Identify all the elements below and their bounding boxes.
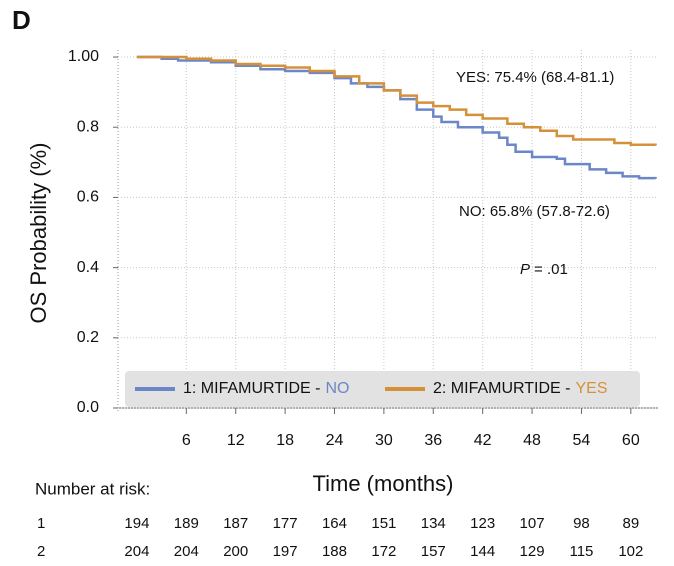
legend-group: 1: MIFAMURTIDE - — [183, 380, 321, 397]
risk-row-label: 1 — [37, 515, 45, 532]
risk-value: 172 — [371, 543, 396, 560]
legend-box — [125, 371, 640, 407]
panel-label: D — [12, 5, 31, 35]
x-tick-label: 18 — [276, 432, 294, 449]
y-tick-label: 0.4 — [77, 259, 99, 276]
risk-value: 89 — [622, 515, 639, 532]
x-tick-label: 60 — [622, 432, 640, 449]
y-tick-label: 0.6 — [77, 189, 99, 206]
risk-title: Number at risk: — [35, 479, 150, 498]
risk-value: 151 — [371, 515, 396, 532]
risk-value: 129 — [520, 543, 545, 560]
y-tick-label: 1.00 — [68, 48, 99, 65]
x-axis-label: Time (months) — [313, 471, 454, 496]
grid — [113, 50, 658, 414]
risk-value: 197 — [273, 543, 298, 560]
km-curve — [136, 55, 657, 147]
risk-value: 177 — [273, 515, 298, 532]
risk-value: 204 — [174, 543, 199, 560]
risk-value: 200 — [223, 543, 248, 560]
y-tick-label: 0.8 — [77, 118, 99, 135]
annotation-yes: YES: 75.4% (68.4-81.1) — [456, 69, 614, 86]
risk-value: 115 — [569, 543, 593, 560]
x-tick-label: 36 — [424, 432, 442, 449]
risk-value: 123 — [470, 515, 495, 532]
risk-value: 188 — [322, 543, 347, 560]
curves — [136, 55, 657, 180]
x-tick-label: 30 — [375, 432, 393, 449]
risk-value: 144 — [470, 543, 495, 560]
risk-value: 157 — [421, 543, 446, 560]
x-tick-label: 48 — [523, 432, 541, 449]
p-symbol: P — [520, 261, 530, 278]
x-tick-label: 12 — [227, 432, 245, 449]
risk-value: 134 — [421, 515, 446, 532]
legend-label: 2: MIFAMURTIDE - YES — [433, 380, 608, 397]
x-tick-label: 42 — [474, 432, 492, 449]
p-annotation: P = .01 — [520, 261, 568, 278]
risk-table: 1 194 189 187 177 164 151 134 123 107 98 89 2 204 204 2… — [37, 515, 643, 560]
y-tick-label: 0.0 — [77, 399, 99, 416]
risk-value: 98 — [573, 515, 590, 532]
risk-value: 204 — [124, 543, 149, 560]
x-tick-label: 24 — [326, 432, 344, 449]
legend-name: YES — [576, 380, 608, 397]
risk-row-label: 2 — [37, 543, 45, 560]
legend: 1: MIFAMURTIDE - NO 2: MIFAMURTIDE - YES — [135, 380, 608, 397]
risk-value: 187 — [223, 515, 248, 532]
legend-group: 2: MIFAMURTIDE - — [433, 380, 571, 397]
legend-label: 1: MIFAMURTIDE - NO — [183, 380, 350, 397]
risk-value: 189 — [174, 515, 199, 532]
x-tick-label: 6 — [182, 432, 191, 449]
y-axis-label: OS Probability (%) — [26, 143, 51, 324]
risk-value: 194 — [124, 515, 149, 532]
risk-value: 164 — [322, 515, 347, 532]
legend-name: NO — [326, 380, 350, 397]
risk-value: 107 — [520, 515, 545, 532]
annotation-no: NO: 65.8% (57.8-72.6) — [459, 203, 610, 220]
p-value: = .01 — [534, 261, 568, 278]
x-tick-label: 54 — [573, 432, 591, 449]
y-tick-label: 0.2 — [77, 329, 99, 346]
risk-value: 102 — [618, 543, 643, 560]
